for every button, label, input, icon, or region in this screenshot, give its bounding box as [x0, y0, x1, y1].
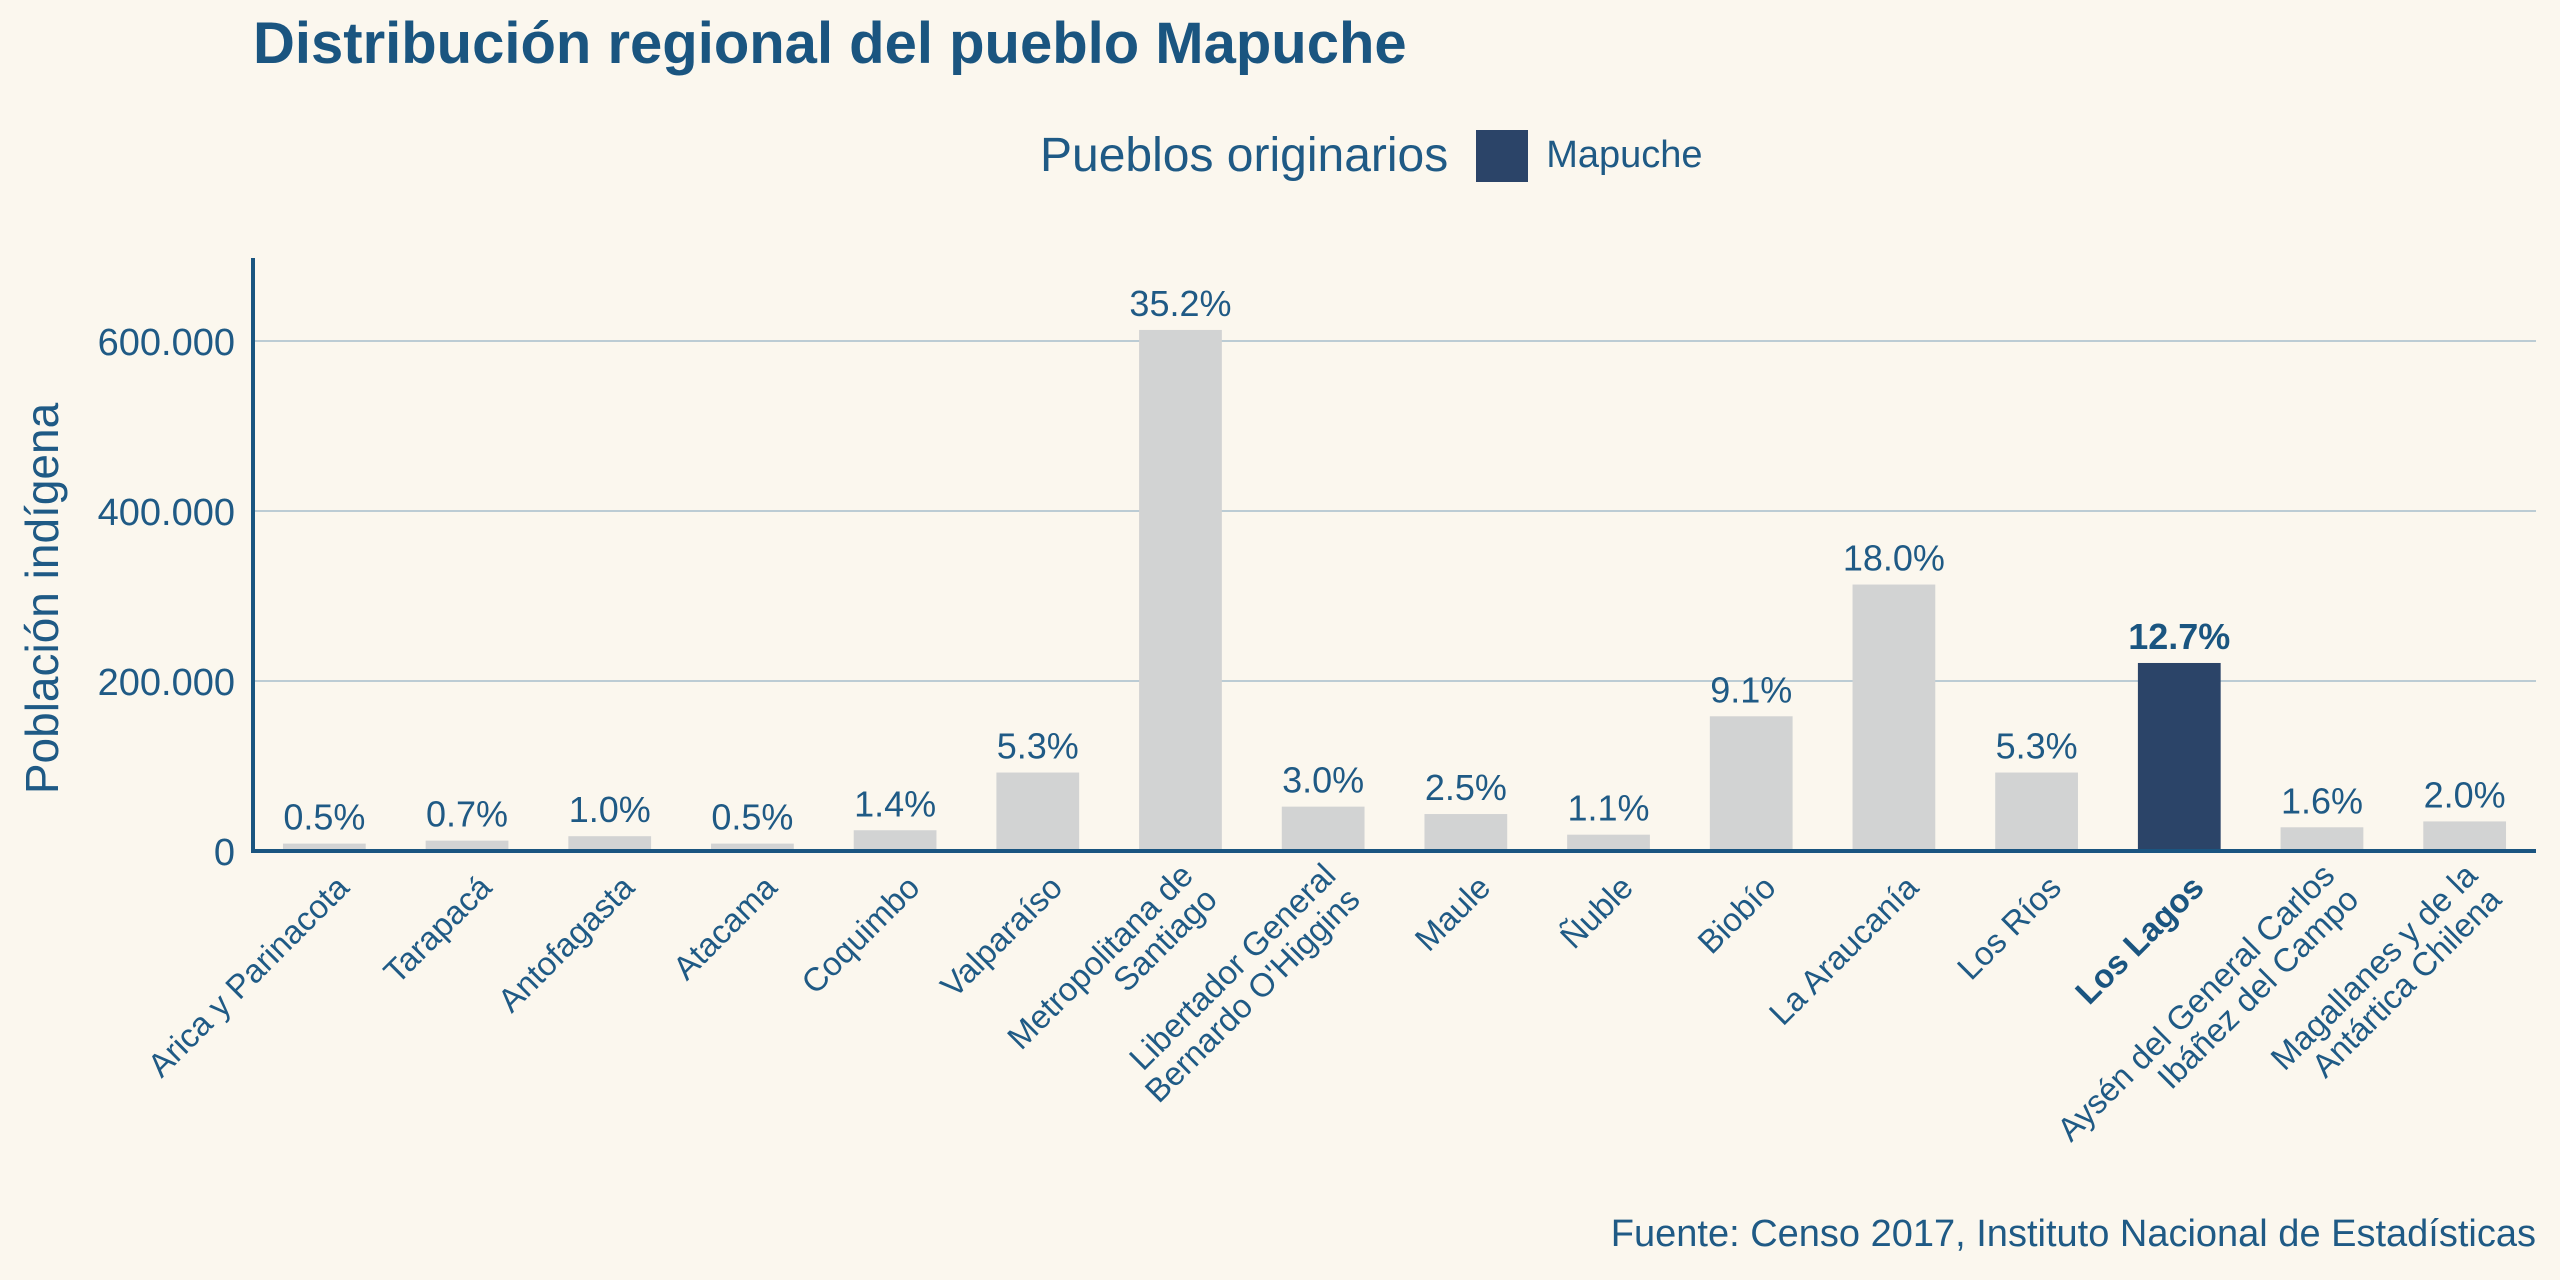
- source-note: Fuente: Censo 2017, Instituto Nacional d…: [1610, 1213, 2536, 1255]
- bar-8: [1424, 814, 1508, 851]
- data-label-3: 0.5%: [711, 797, 793, 838]
- data-label-2: 1.0%: [569, 789, 651, 830]
- data-label-5: 5.3%: [997, 726, 1079, 767]
- legend-label: Mapuche: [1546, 134, 1703, 176]
- x-tick-label-4: Coquimbo: [794, 868, 927, 1001]
- x-tick-label-2: Antofagasta: [490, 868, 641, 1019]
- data-label-12: 5.3%: [1996, 726, 2078, 767]
- y-axis-title: Población indígena: [16, 402, 68, 794]
- chart-title: Distribución regional del pueblo Mapuche: [253, 11, 1407, 76]
- y-tick-label: 0: [214, 832, 235, 874]
- data-label-10: 9.1%: [1710, 669, 1792, 710]
- y-tick-label: 600.000: [98, 322, 235, 364]
- x-tick-label-1: Tarapacá: [376, 868, 499, 991]
- legend: Pueblos originarios Mapuche: [1040, 128, 1703, 183]
- bar-9: [1567, 834, 1650, 851]
- x-tick-label-3: Atacama: [666, 868, 785, 987]
- bar-12: [1995, 772, 2078, 851]
- y-tick-label: 200.000: [98, 662, 235, 704]
- x-tick-label-0: Arica y Parinacota: [140, 868, 356, 1084]
- legend-swatch: [1476, 129, 1529, 182]
- data-label-4: 1.4%: [854, 783, 936, 824]
- data-label-14: 1.6%: [2281, 780, 2363, 821]
- bar-7: [1281, 806, 1365, 851]
- data-label-7: 3.0%: [1282, 760, 1364, 801]
- x-tick-label-11: La Araucanía: [1762, 868, 1926, 1032]
- bar-13: [2137, 662, 2221, 851]
- x-tick-label-8: Maule: [1408, 868, 1498, 958]
- data-label-8: 2.5%: [1425, 767, 1507, 808]
- bar-11: [1852, 584, 1936, 851]
- bar-6: [1139, 329, 1222, 851]
- bar-5: [996, 772, 1080, 851]
- bar-4: [853, 830, 937, 851]
- data-label-6: 35.2%: [1129, 283, 1231, 324]
- x-tick-label-9: Ñuble: [1553, 868, 1640, 955]
- legend-title: Pueblos originarios: [1040, 129, 1449, 182]
- data-label-0: 0.5%: [283, 797, 365, 838]
- bar-10: [1709, 716, 1793, 851]
- bar-3: [711, 843, 794, 851]
- bar-15: [2423, 821, 2507, 851]
- bar-1: [425, 840, 509, 851]
- data-label-11: 18.0%: [1843, 538, 1945, 579]
- y-tick-label: 400.000: [98, 492, 235, 534]
- x-tick-label-10: Biobío: [1690, 868, 1782, 960]
- bar-2: [568, 836, 652, 851]
- data-label-9: 1.1%: [1568, 788, 1650, 829]
- data-label-1: 0.7%: [426, 794, 508, 835]
- bar-0: [282, 843, 366, 851]
- x-tick-label-12: Los Ríos: [1950, 868, 2068, 986]
- data-label-15: 2.0%: [2424, 774, 2506, 815]
- bar-14: [2280, 827, 2364, 851]
- data-label-13: 12.7%: [2128, 616, 2230, 657]
